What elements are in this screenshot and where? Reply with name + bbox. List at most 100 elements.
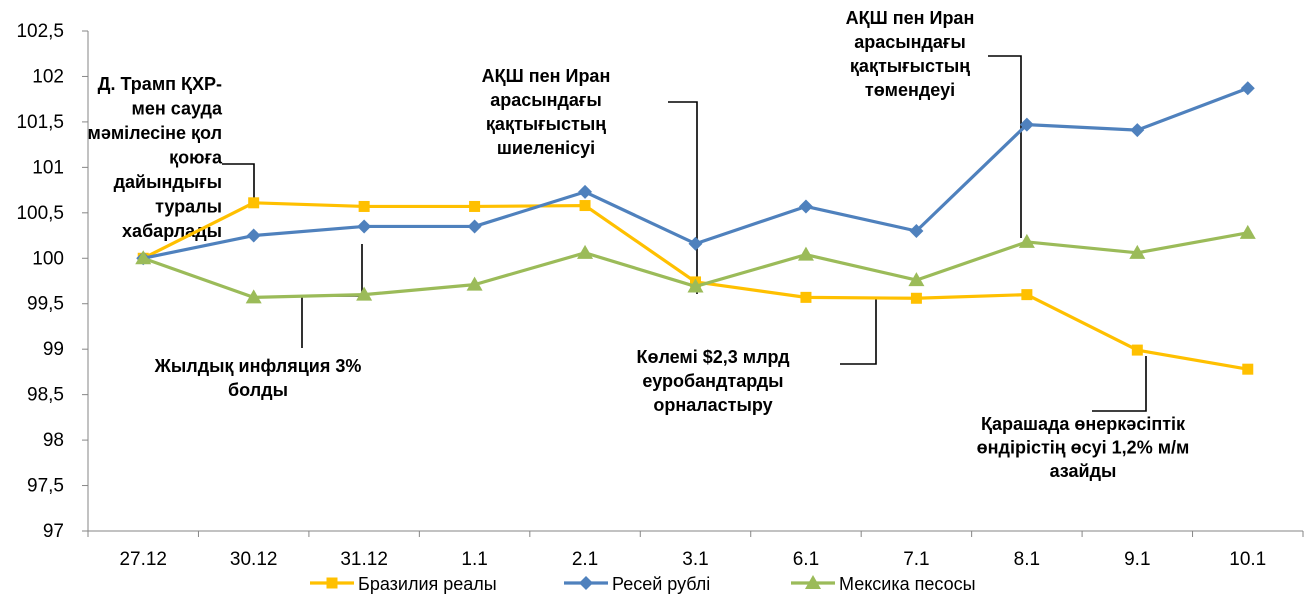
y-tick-label: 98 <box>43 430 64 451</box>
annotation-line: орналастыру <box>653 395 772 415</box>
annotation-line: азайды <box>1050 461 1117 481</box>
annotation: Көлемі $2,3 млрд еуробандтарды орналастыру <box>636 347 790 415</box>
x-tick-label: 6.1 <box>793 549 819 570</box>
x-tick-label: 8.1 <box>1014 549 1040 570</box>
y-tick-label: 101,5 <box>16 112 64 133</box>
data-point-diamond <box>579 576 593 590</box>
legend-label: Ресей рублі <box>612 574 710 594</box>
annotation-line: мәмілесіне қол <box>88 123 223 143</box>
data-point-square <box>1242 363 1254 375</box>
annotation: Д. Трамп ҚХР-мен сауда мәмілесіне қол қоюғ… <box>88 74 223 241</box>
data-point-square <box>358 200 370 212</box>
annotation-line: Қарашада өнеркәсіптік <box>981 414 1186 434</box>
data-point-diamond <box>688 236 703 251</box>
data-point-diamond <box>357 219 372 234</box>
annotation-line: АҚШ пен Иран <box>482 66 611 86</box>
data-point-square <box>910 292 922 304</box>
chart-series <box>135 81 1256 375</box>
series-group <box>136 81 1255 266</box>
annotation-line: арасындағы <box>854 32 966 52</box>
data-point-triangle <box>135 250 152 265</box>
data-point-triangle <box>1018 233 1035 248</box>
series-line <box>142 86 1249 260</box>
y-tick-label: 99,5 <box>27 294 64 315</box>
annotation-leader-line <box>840 298 877 365</box>
annotation: АҚШ пен Иран арасындағы қақтығыстың төменде… <box>846 8 975 100</box>
x-tick-label: 7.1 <box>903 549 929 570</box>
annotation: Жылдық инфляция 3% болды <box>154 356 362 400</box>
y-tick-label: 102 <box>32 66 64 87</box>
y-tick-label: 102,5 <box>16 21 64 42</box>
data-point-diamond <box>578 184 593 199</box>
data-point-triangle <box>908 272 925 287</box>
annotation-leader-line <box>222 163 255 198</box>
data-point-square <box>248 197 260 209</box>
data-point-triangle <box>1239 224 1256 239</box>
x-tick-label: 27.12 <box>119 549 167 570</box>
x-tick-label: 10.1 <box>1229 549 1266 570</box>
x-tick-label: 1.1 <box>461 549 487 570</box>
annotation-line: дайындығы <box>114 172 222 192</box>
chart-legend: Бразилия реалы Ресей рублі Мексика песосы <box>310 574 976 594</box>
y-tick-label: 100,5 <box>16 203 64 224</box>
data-point-diamond <box>798 199 813 214</box>
annotation-line: қоюға <box>169 148 223 168</box>
annotation-line: болды <box>228 380 288 400</box>
data-point-triangle <box>466 276 483 291</box>
data-point-triangle <box>687 278 704 293</box>
data-point-triangle <box>805 575 821 589</box>
data-point-square <box>469 200 481 212</box>
data-point-square <box>1131 344 1143 356</box>
series-group <box>135 224 1256 304</box>
annotation-line: шиеленісуі <box>497 138 595 158</box>
data-point-diamond <box>909 224 924 238</box>
annotation-line: туралы <box>155 197 222 217</box>
data-point-diamond <box>246 228 261 243</box>
annotation-line: төмендеуі <box>865 80 955 100</box>
x-tick-label: 30.12 <box>230 549 278 570</box>
legend-item: Ресей рублі <box>564 574 710 594</box>
y-tick-label: 101 <box>32 157 64 178</box>
legend-item: Бразилия реалы <box>310 574 497 594</box>
chart-axes: 97 97,5 98 98,5 99 99,5 100 100,5 101 101,5 102 102… <box>16 21 1304 570</box>
annotation-leader-line <box>988 55 1022 238</box>
y-tick-label: 100 <box>32 248 64 269</box>
annotation-line: мен сауда <box>132 99 223 119</box>
annotation-leader-line <box>668 101 698 294</box>
y-tick-label: 97 <box>43 521 64 542</box>
data-point-diamond <box>1240 81 1255 96</box>
annotation: Қарашада өнеркәсіптік өндірістің өсуі 1,2… <box>977 414 1190 481</box>
data-point-diamond <box>467 219 482 234</box>
legend-label: Бразилия реалы <box>358 574 497 594</box>
data-point-square <box>579 200 591 212</box>
x-tick-label: 2.1 <box>572 549 598 570</box>
annotation-line: Жылдық инфляция 3% <box>154 356 362 376</box>
legend-item: Мексика песосы <box>791 574 976 594</box>
annotation-line: қақтығыстың <box>486 114 606 134</box>
annotation-line: АҚШ пен Иран <box>846 8 975 28</box>
x-tick-label: 31.12 <box>340 549 388 570</box>
annotation-line: Д. Трамп ҚХР- <box>98 74 222 94</box>
x-tick-label: 3.1 <box>682 549 708 570</box>
x-tick-label: 9.1 <box>1124 549 1150 570</box>
legend-label: Мексика песосы <box>839 574 976 594</box>
data-point-diamond <box>1130 123 1145 138</box>
annotation-line: қақтығыстың <box>850 56 970 76</box>
annotation: АҚШ пен Иран арасындағы қақтығыстың шиелені… <box>482 66 611 158</box>
data-point-triangle <box>1129 244 1146 259</box>
data-point-triangle <box>356 286 373 301</box>
y-tick-label: 99 <box>43 339 64 360</box>
data-point-square <box>326 577 338 589</box>
annotation-line: хабарлады <box>122 221 222 241</box>
y-tick-label: 98,5 <box>27 385 64 406</box>
annotation-line: арасындағы <box>490 90 602 110</box>
data-point-square <box>800 291 812 303</box>
annotation-line: өндірістің өсуі 1,2% м/м <box>977 438 1190 458</box>
annotation-line: Көлемі $2,3 млрд <box>636 347 790 367</box>
data-point-triangle <box>245 289 262 304</box>
data-point-triangle <box>797 246 814 261</box>
y-tick-label: 97,5 <box>27 476 64 497</box>
data-point-triangle <box>577 244 594 259</box>
annotation-callouts: Д. Трамп ҚХР-мен сауда мәмілесіне қол қоюғ… <box>88 8 1190 481</box>
